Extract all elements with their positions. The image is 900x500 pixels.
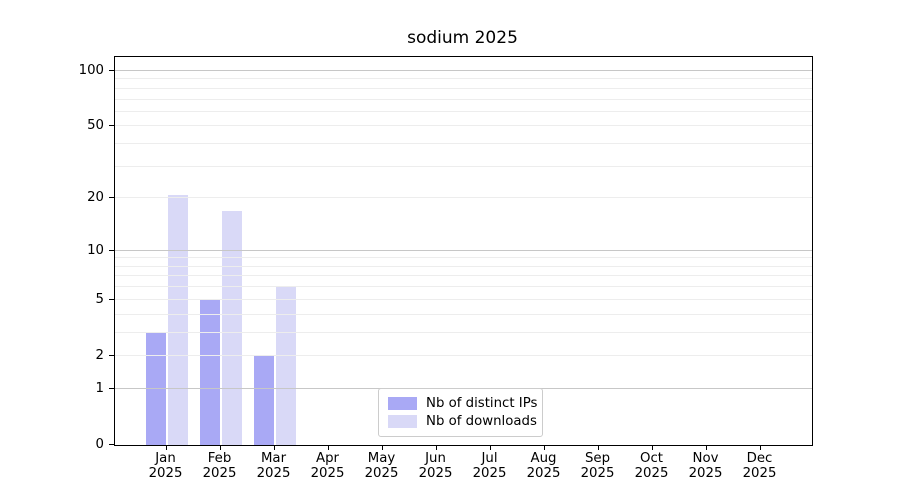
- x-axis-label: Jan 2025: [148, 451, 183, 481]
- y-axis-tick: [109, 444, 114, 445]
- minor-gridline: [115, 257, 812, 259]
- bar-feb-downloads: [221, 211, 242, 445]
- x-axis-tick: [165, 446, 167, 450]
- y-axis-label: 10: [87, 242, 104, 258]
- minor-gridline: [115, 354, 812, 356]
- y-axis-label: 50: [87, 118, 104, 134]
- legend-label: Nb of downloads: [426, 414, 537, 429]
- minor-gridline: [115, 98, 812, 100]
- x-axis-tick: [219, 446, 221, 450]
- y-axis-tick: [109, 387, 114, 389]
- x-axis-label: Oct 2025: [634, 451, 669, 481]
- bar-mar-ips: [253, 356, 274, 445]
- y-axis-label: 0: [95, 437, 104, 452]
- x-axis-tick: [705, 446, 707, 450]
- y-axis-label: 2: [95, 347, 104, 363]
- minor-gridline: [115, 265, 812, 267]
- x-axis-tick: [597, 446, 599, 450]
- x-axis-label: May 2025: [364, 451, 399, 481]
- legend-item-downloads: Nb of downloads: [388, 413, 537, 430]
- x-axis-label: Mar 2025: [256, 451, 291, 481]
- x-axis-tick: [759, 446, 761, 450]
- bar-mar-downloads: [275, 287, 296, 445]
- y-axis-tick: [109, 249, 114, 251]
- x-axis-label: Jun 2025: [418, 451, 453, 481]
- y-axis-tick: [109, 298, 114, 300]
- x-axis-tick: [435, 446, 437, 450]
- x-axis-tick: [651, 446, 653, 450]
- x-axis-tick: [489, 446, 491, 450]
- minor-gridline: [115, 143, 812, 145]
- y-axis-label: 1: [95, 380, 104, 396]
- x-axis-tick: [327, 446, 329, 450]
- bar-feb-ips: [199, 300, 220, 445]
- x-axis-label: Sep 2025: [580, 451, 615, 481]
- y-axis-label: 20: [87, 190, 104, 206]
- legend-swatch: [388, 415, 417, 428]
- minor-gridline: [115, 125, 812, 127]
- y-axis-tick: [109, 354, 114, 356]
- legend-label: Nb of distinct IPs: [426, 396, 538, 411]
- y-axis-tick: [109, 197, 114, 199]
- plot-area: [114, 56, 813, 446]
- major-gridline: [115, 249, 812, 251]
- bar-jan-downloads: [167, 195, 188, 445]
- minor-gridline: [115, 275, 812, 277]
- x-axis-label: Dec 2025: [742, 451, 777, 481]
- bar-jan-ips: [145, 333, 166, 445]
- x-axis-tick: [543, 446, 545, 450]
- minor-gridline: [115, 110, 812, 112]
- x-axis-label: Apr 2025: [310, 451, 345, 481]
- y-axis-label: 100: [78, 63, 104, 78]
- x-axis-label: Aug 2025: [526, 451, 561, 481]
- minor-gridline: [115, 331, 812, 333]
- legend-item-distinct-ips: Nb of distinct IPs: [388, 395, 538, 412]
- x-axis-tick: [381, 446, 383, 450]
- y-axis-tick: [109, 125, 114, 127]
- minor-gridline: [115, 313, 812, 315]
- minor-gridline: [115, 165, 812, 167]
- minor-gridline: [115, 197, 812, 199]
- legend-swatch: [388, 397, 417, 410]
- major-gridline: [115, 70, 812, 71]
- y-axis-tick: [109, 70, 114, 71]
- minor-gridline: [115, 87, 812, 89]
- minor-gridline: [115, 286, 812, 288]
- y-axis-label: 5: [95, 291, 104, 307]
- legend: Nb of distinct IPs Nb of downloads: [378, 388, 543, 437]
- x-axis-label: Feb 2025: [202, 451, 237, 481]
- minor-gridline: [115, 78, 812, 80]
- x-axis-label: Nov 2025: [688, 451, 723, 481]
- minor-gridline: [115, 298, 812, 300]
- chart-title: sodium 2025: [407, 28, 518, 48]
- x-axis-tick: [273, 446, 275, 450]
- x-axis-label: Jul 2025: [472, 451, 507, 481]
